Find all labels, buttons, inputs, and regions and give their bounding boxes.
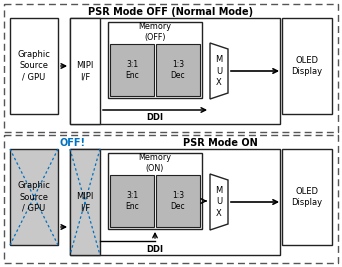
- Bar: [156, 175, 200, 227]
- Bar: [4, 4, 338, 132]
- Bar: [10, 149, 58, 245]
- Text: M
U
X: M U X: [215, 55, 223, 87]
- Bar: [70, 149, 100, 255]
- Text: M
U
X: M U X: [215, 186, 223, 218]
- Text: Graphic
Source
/ GPU: Graphic Source / GPU: [17, 50, 50, 82]
- Text: 3:1
Enc: 3:1 Enc: [125, 60, 139, 80]
- Text: OLED
Display: OLED Display: [291, 56, 323, 76]
- Polygon shape: [210, 43, 228, 99]
- Bar: [282, 18, 332, 114]
- Bar: [156, 44, 200, 96]
- Text: 3:1
Enc: 3:1 Enc: [125, 191, 139, 211]
- Text: Graphic
Source
/ GPU: Graphic Source / GPU: [17, 181, 50, 213]
- Bar: [70, 18, 280, 124]
- Text: PSR Mode OFF (Normal Mode): PSR Mode OFF (Normal Mode): [89, 7, 253, 17]
- Text: OLED
Display: OLED Display: [291, 187, 323, 207]
- Bar: [108, 153, 202, 229]
- Bar: [70, 149, 280, 255]
- Bar: [4, 135, 338, 263]
- Bar: [10, 18, 58, 114]
- Text: DDI: DDI: [146, 245, 163, 253]
- Polygon shape: [210, 174, 228, 230]
- Bar: [110, 175, 154, 227]
- Text: PSR Mode ON: PSR Mode ON: [183, 138, 258, 148]
- Bar: [70, 18, 100, 124]
- Text: Memory
(OFF): Memory (OFF): [139, 22, 171, 42]
- Text: DDI: DDI: [146, 113, 163, 123]
- Text: 1:3
Dec: 1:3 Dec: [171, 60, 185, 80]
- Text: 1:3
Dec: 1:3 Dec: [171, 191, 185, 211]
- Bar: [110, 44, 154, 96]
- Text: MIPI
I/F: MIPI I/F: [76, 61, 94, 81]
- Text: Memory
(ON): Memory (ON): [139, 153, 171, 173]
- Text: MIPI
I/F: MIPI I/F: [76, 192, 94, 212]
- Bar: [108, 22, 202, 98]
- Text: OFF!: OFF!: [59, 138, 85, 148]
- Bar: [282, 149, 332, 245]
